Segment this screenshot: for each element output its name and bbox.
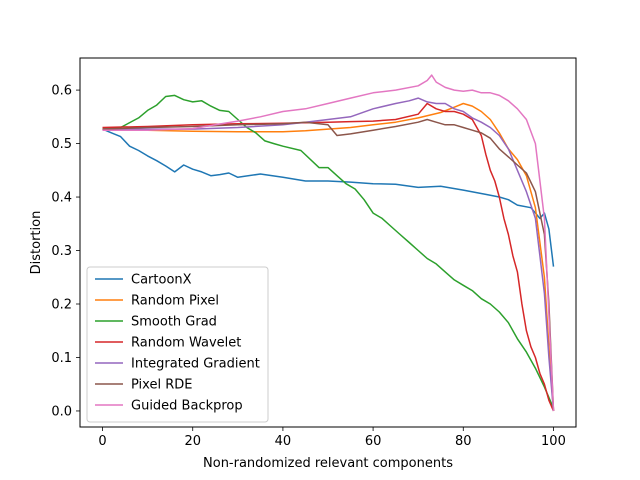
legend-entry-label: Random Wavelet	[131, 336, 241, 351]
x-tick-label: 100	[541, 434, 566, 449]
x-tick-label: 80	[455, 434, 472, 449]
legend-entry-label: Guided Backprop	[131, 399, 243, 414]
y-tick-label: 0.6	[51, 84, 72, 99]
series-line-random-pixel	[102, 102, 555, 412]
series-line-pixel-rde	[102, 118, 555, 412]
y-tick-label: 0.4	[51, 191, 72, 206]
y-tick-label: 0.3	[51, 244, 72, 259]
legend-entry-label: CartoonX	[131, 273, 192, 288]
y-tick-label: 0.1	[51, 351, 72, 366]
x-tick-label: 0	[98, 434, 106, 449]
x-tick-label: 20	[184, 434, 201, 449]
legend-box	[86, 266, 269, 423]
y-tick-label: 0.5	[51, 137, 72, 152]
x-tick-label: 40	[275, 434, 292, 449]
legend-entry-label: Integrated Gradient	[131, 357, 260, 372]
legend: CartoonX Random Pixel Smooth Grad Random Wa…	[86, 266, 269, 423]
x-axis-label: Non-randomized relevant components	[203, 456, 453, 471]
x-tick-label: 60	[365, 434, 382, 449]
y-axis-label: Distortion	[29, 211, 44, 275]
legend-entry-label: Random Pixel	[131, 294, 219, 309]
series-line-smooth-grad	[102, 94, 555, 409]
y-tick-label: 0.2	[51, 298, 72, 313]
series-line-random-wavelet	[102, 102, 555, 412]
plot-frame	[79, 57, 577, 428]
series-line-guided-backprop	[102, 74, 555, 412]
legend-entry-label: Smooth Grad	[131, 315, 217, 330]
ticks-layer: 0 20 40 60 80 100 0.0 0.1 0.2 0.3 0.4 0.5 0.6	[51, 84, 566, 449]
series-layer	[102, 74, 555, 412]
series-line-cartoonx	[102, 128, 555, 267]
y-tick-label: 0.0	[51, 404, 72, 419]
legend-entry-label: Pixel RDE	[131, 378, 192, 393]
